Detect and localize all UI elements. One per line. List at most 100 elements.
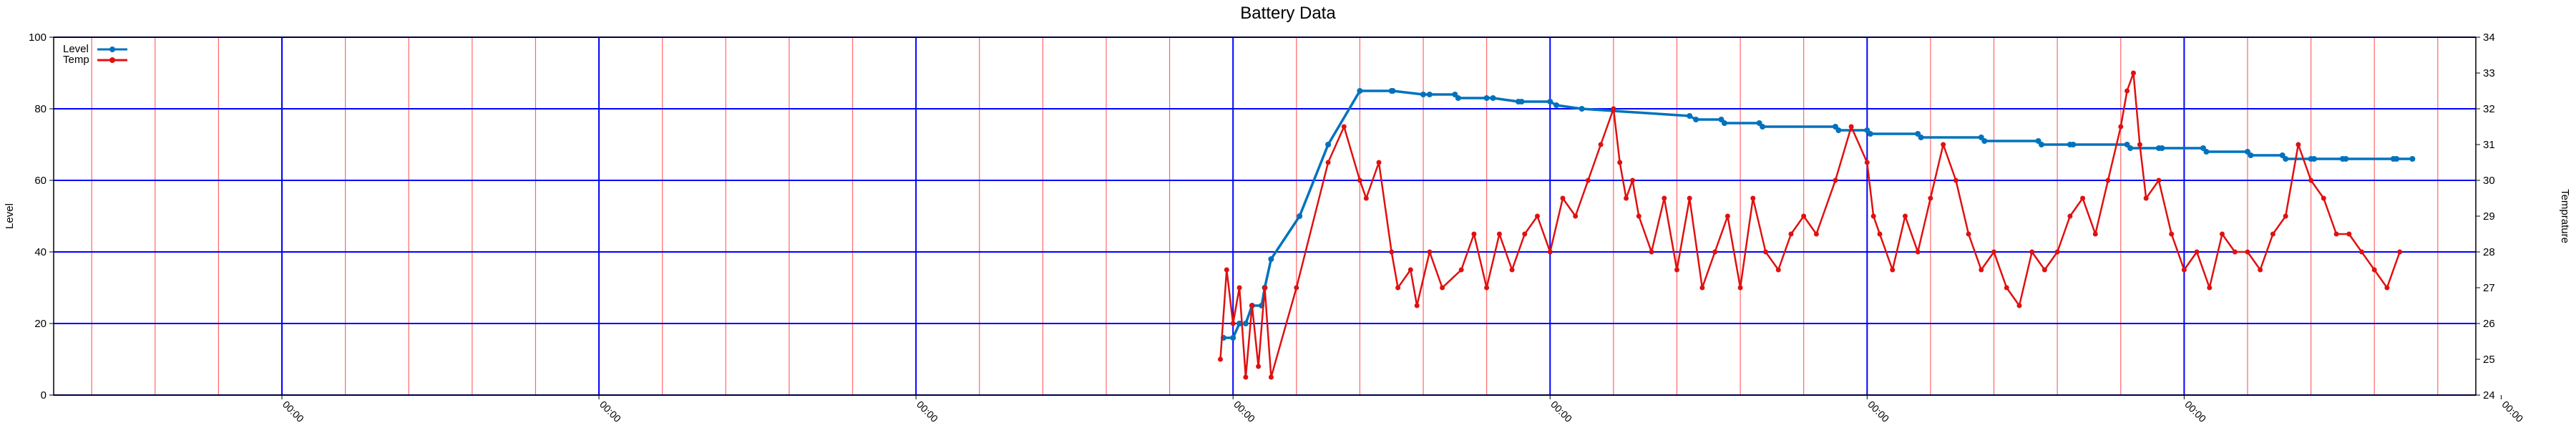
data-point-temp <box>2118 124 2124 130</box>
data-point-temp <box>1699 285 1705 291</box>
legend-marker-temp <box>109 57 115 63</box>
data-point-temp <box>1813 231 1819 237</box>
data-point-temp <box>1674 267 1679 273</box>
y2-tick-label: 28 <box>2483 246 2495 258</box>
data-point-temp <box>1262 285 1267 291</box>
data-point-temp <box>2333 231 2339 237</box>
data-point-temp <box>1376 160 1382 165</box>
y2-tick-label: 29 <box>2483 210 2495 223</box>
data-point-temp <box>1870 213 1876 219</box>
data-point-temp <box>1630 177 1635 183</box>
data-point-temp <box>1915 249 1921 255</box>
data-point-temp <box>1484 285 1490 291</box>
data-point-temp <box>1649 249 1654 255</box>
data-point-temp <box>2137 142 2142 147</box>
data-point-level <box>2283 156 2289 162</box>
data-point-temp <box>1560 195 1566 201</box>
data-point-level <box>1357 88 1363 94</box>
y2-tick-label: 34 <box>2483 31 2495 44</box>
legend-marker-level <box>109 47 115 52</box>
data-point-level <box>1297 213 1303 219</box>
data-point-temp <box>2041 267 2047 273</box>
data-point-temp <box>2258 267 2263 273</box>
legend-label-level: Level <box>63 43 89 55</box>
data-point-temp <box>1979 267 1984 273</box>
data-point-temp <box>1256 364 1262 369</box>
data-point-temp <box>1750 195 1756 201</box>
data-point-level <box>1242 321 1249 326</box>
data-point-level <box>1553 102 1560 108</box>
data-point-temp <box>1547 249 1553 255</box>
data-point-level <box>2203 149 2210 155</box>
data-point-temp <box>1724 213 1730 219</box>
data-point-level <box>1687 113 1693 119</box>
y-tick-label: 60 <box>34 175 47 187</box>
data-point-temp <box>2232 249 2238 255</box>
data-point-temp <box>1966 231 1971 237</box>
data-point-temp <box>1230 321 1236 326</box>
data-point-temp <box>1363 195 1369 201</box>
data-point-temp <box>1991 249 1996 255</box>
data-point-level <box>1268 256 1274 262</box>
data-point-temp <box>1414 303 1420 308</box>
data-point-temp <box>1243 374 1249 380</box>
y2-tick-label: 33 <box>2483 67 2495 79</box>
legend-label-temp: Temp <box>63 54 89 66</box>
data-point-temp <box>1775 267 1781 273</box>
data-point-temp <box>2004 285 2009 291</box>
y2-tick-label: 30 <box>2483 175 2495 187</box>
data-point-level <box>2394 156 2400 162</box>
data-point-temp <box>1941 142 1946 147</box>
data-point-level <box>2311 156 2317 162</box>
y-tick-label: 80 <box>34 103 47 115</box>
data-point-temp <box>2207 285 2212 291</box>
data-point-temp <box>1624 195 1629 201</box>
data-point-temp <box>1763 249 1768 255</box>
data-point-temp <box>1712 249 1718 255</box>
data-point-temp <box>1928 195 1933 201</box>
data-point-temp <box>1953 177 1958 183</box>
y2-tick-label: 32 <box>2483 103 2495 115</box>
data-point-temp <box>1471 231 1477 237</box>
data-point-temp <box>2321 195 2326 201</box>
data-point-temp <box>1585 177 1591 183</box>
data-point-level <box>1490 95 1496 101</box>
data-point-temp <box>1535 213 1540 219</box>
series <box>1218 70 2416 380</box>
data-point-temp <box>1687 195 1692 201</box>
chart-title: Battery Data <box>1240 4 1336 23</box>
data-point-level <box>2159 145 2165 151</box>
data-point-temp <box>1833 177 1838 183</box>
data-point-level <box>1693 117 1699 122</box>
data-point-temp <box>2181 267 2187 273</box>
data-point-temp <box>2296 142 2301 147</box>
data-point-temp <box>2016 303 2022 308</box>
data-point-level <box>1236 321 1243 326</box>
data-point-temp <box>2067 213 2073 219</box>
data-point-level <box>1426 92 1433 97</box>
data-point-level <box>1547 99 1553 104</box>
data-point-temp <box>1617 160 1623 165</box>
y2-tick-label: 24 <box>2483 389 2495 402</box>
data-point-level <box>1518 99 1525 104</box>
data-point-temp <box>1236 285 1242 291</box>
data-point-temp <box>1294 285 1299 291</box>
data-point-temp <box>2359 249 2364 255</box>
data-point-temp <box>1357 177 1362 183</box>
y-tick-label: 20 <box>34 318 47 330</box>
data-point-temp <box>2156 177 2162 183</box>
data-point-temp <box>2054 249 2060 255</box>
data-point-temp <box>2283 213 2288 219</box>
data-point-temp <box>1389 249 1395 255</box>
data-point-temp <box>1598 142 1604 147</box>
data-point-temp <box>1249 303 1255 308</box>
data-point-temp <box>1890 267 1896 273</box>
y-tick-label: 40 <box>34 246 47 258</box>
data-point-level <box>2248 152 2254 158</box>
data-point-temp <box>1636 213 1641 219</box>
data-point-level <box>1230 335 1236 341</box>
y-axis-label: Level <box>4 203 16 229</box>
legend: Level Temp <box>63 43 127 66</box>
